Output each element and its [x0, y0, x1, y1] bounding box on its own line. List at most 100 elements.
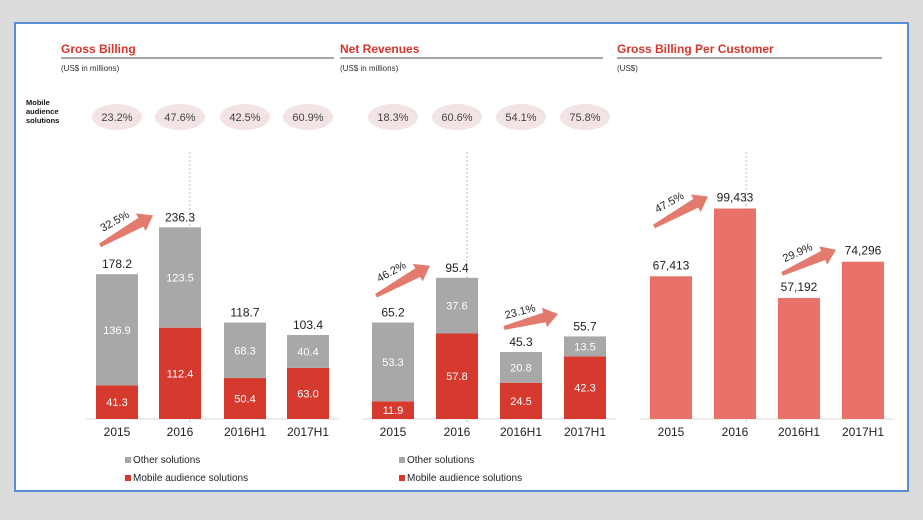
total-label: 95.4 [445, 261, 469, 275]
share-pill [496, 104, 546, 130]
bar-mobile [159, 327, 201, 419]
panel-subtitle: (US$ in millions) [340, 64, 399, 73]
legend-swatch-other [125, 457, 131, 463]
legend-label-mobile: Mobile audience solutions [407, 473, 522, 484]
value-label-mobile: 50.4 [234, 394, 255, 406]
total-label: 103.4 [293, 318, 323, 332]
total-label: 65.2 [381, 306, 405, 320]
chart-frame: Mobile audience solutions Gross Billing (US$… [14, 22, 909, 492]
panel-title: Gross Billing Per Customer [617, 42, 774, 56]
value-label: 74,296 [845, 244, 882, 258]
bar-mobile [564, 356, 606, 419]
share-pill [432, 104, 482, 130]
total-label: 118.7 [230, 306, 259, 320]
share-pill [560, 104, 610, 130]
panel-subtitle: (US$) [617, 64, 638, 73]
x-tick-label: 2015 [658, 425, 685, 439]
growth-arrow-shape [503, 307, 558, 330]
value-label-mobile: 57.8 [446, 371, 467, 383]
mobile-share-label: 60.9% [292, 112, 323, 124]
panel-title: Net Revenues [340, 42, 420, 56]
mobile-share-label: 75.8% [569, 112, 600, 124]
total-label: 55.7 [573, 319, 597, 333]
value-label: 99,433 [717, 191, 754, 205]
growth-arrow-shape [781, 246, 836, 276]
bar-per-customer [650, 276, 692, 419]
x-tick-label: 2015 [380, 425, 407, 439]
side-label-line: Mobile [26, 98, 50, 107]
bar-mobile [96, 385, 138, 419]
value-label-other: 37.6 [446, 301, 467, 313]
mobile-share-label: 60.6% [441, 112, 472, 124]
total-label: 45.3 [509, 335, 533, 349]
growth-arrow: 29.9% [781, 241, 836, 276]
x-tick-label: 2017H1 [842, 425, 884, 439]
x-tick-label: 2016H1 [224, 425, 266, 439]
total-label: 178.2 [102, 257, 132, 271]
value-label-other: 40.4 [297, 346, 318, 358]
value-label-mobile: 24.5 [510, 396, 531, 408]
panel-title: Gross Billing [61, 42, 136, 56]
value-label-other: 13.5 [574, 341, 595, 353]
share-pill [92, 104, 142, 130]
growth-arrow: 46.2% [375, 259, 430, 298]
mobile-share-label: 54.1% [505, 112, 536, 124]
bar-mobile [372, 401, 414, 419]
bar-mobile [500, 382, 542, 419]
bar-other [372, 322, 414, 402]
legend-label-mobile: Mobile audience solutions [133, 473, 248, 484]
x-tick-label: 2016 [722, 425, 749, 439]
growth-arrow: 23.1% [503, 302, 558, 330]
bar-per-customer [842, 261, 884, 419]
share-pill [155, 104, 205, 130]
share-pill [283, 104, 333, 130]
side-label-line: solutions [26, 116, 59, 125]
x-tick-label: 2016H1 [778, 425, 820, 439]
legend-swatch-mobile [399, 475, 405, 481]
legend-swatch-mobile [125, 475, 131, 481]
x-tick-label: 2016 [444, 425, 471, 439]
growth-arrow-shape [653, 194, 708, 229]
value-label-other: 136.9 [103, 325, 131, 337]
value-label: 67,413 [653, 258, 690, 272]
bar-other [287, 334, 329, 368]
panel-subtitle: (US$ in millions) [61, 64, 120, 73]
mobile-share-label: 42.5% [229, 112, 260, 124]
value-label-other: 20.8 [510, 362, 531, 374]
value-label: 57,192 [781, 280, 818, 294]
bar-mobile [287, 367, 329, 419]
value-label-other: 53.3 [382, 357, 403, 369]
growth-arrow: 47.5% [653, 190, 708, 229]
growth-arrow-shape [99, 213, 153, 248]
bar-mobile [436, 333, 478, 419]
bar-other [224, 322, 266, 379]
legend-label-other: Other solutions [133, 455, 200, 466]
bar-other [96, 274, 138, 386]
bar-other [500, 351, 542, 383]
x-tick-label: 2016H1 [500, 425, 542, 439]
share-pill [220, 104, 270, 130]
bar-per-customer [778, 297, 820, 419]
bar-mobile [224, 378, 266, 419]
value-label-mobile: 11.9 [383, 405, 404, 417]
x-tick-label: 2017H1 [287, 425, 329, 439]
x-tick-label: 2017H1 [564, 425, 606, 439]
bar-other [564, 336, 606, 357]
mobile-share-label: 18.3% [377, 112, 408, 124]
value-label-mobile: 63.0 [297, 388, 318, 400]
value-label-other: 68.3 [234, 345, 255, 357]
growth-arrow-shape [375, 263, 430, 298]
mobile-share-label: 47.6% [164, 112, 195, 124]
share-pill [368, 104, 418, 130]
x-tick-label: 2015 [104, 425, 131, 439]
x-tick-label: 2016 [167, 425, 194, 439]
legend-swatch-other [399, 457, 405, 463]
mobile-share-label: 23.2% [101, 112, 132, 124]
side-label-line: audience [26, 107, 59, 116]
bar-per-customer [714, 208, 756, 419]
value-label-mobile: 112.4 [167, 368, 194, 380]
value-label-other: 123.5 [166, 273, 194, 285]
value-label-mobile: 41.3 [106, 397, 127, 409]
growth-arrow: 32.5% [98, 209, 153, 248]
bar-other [436, 277, 478, 334]
